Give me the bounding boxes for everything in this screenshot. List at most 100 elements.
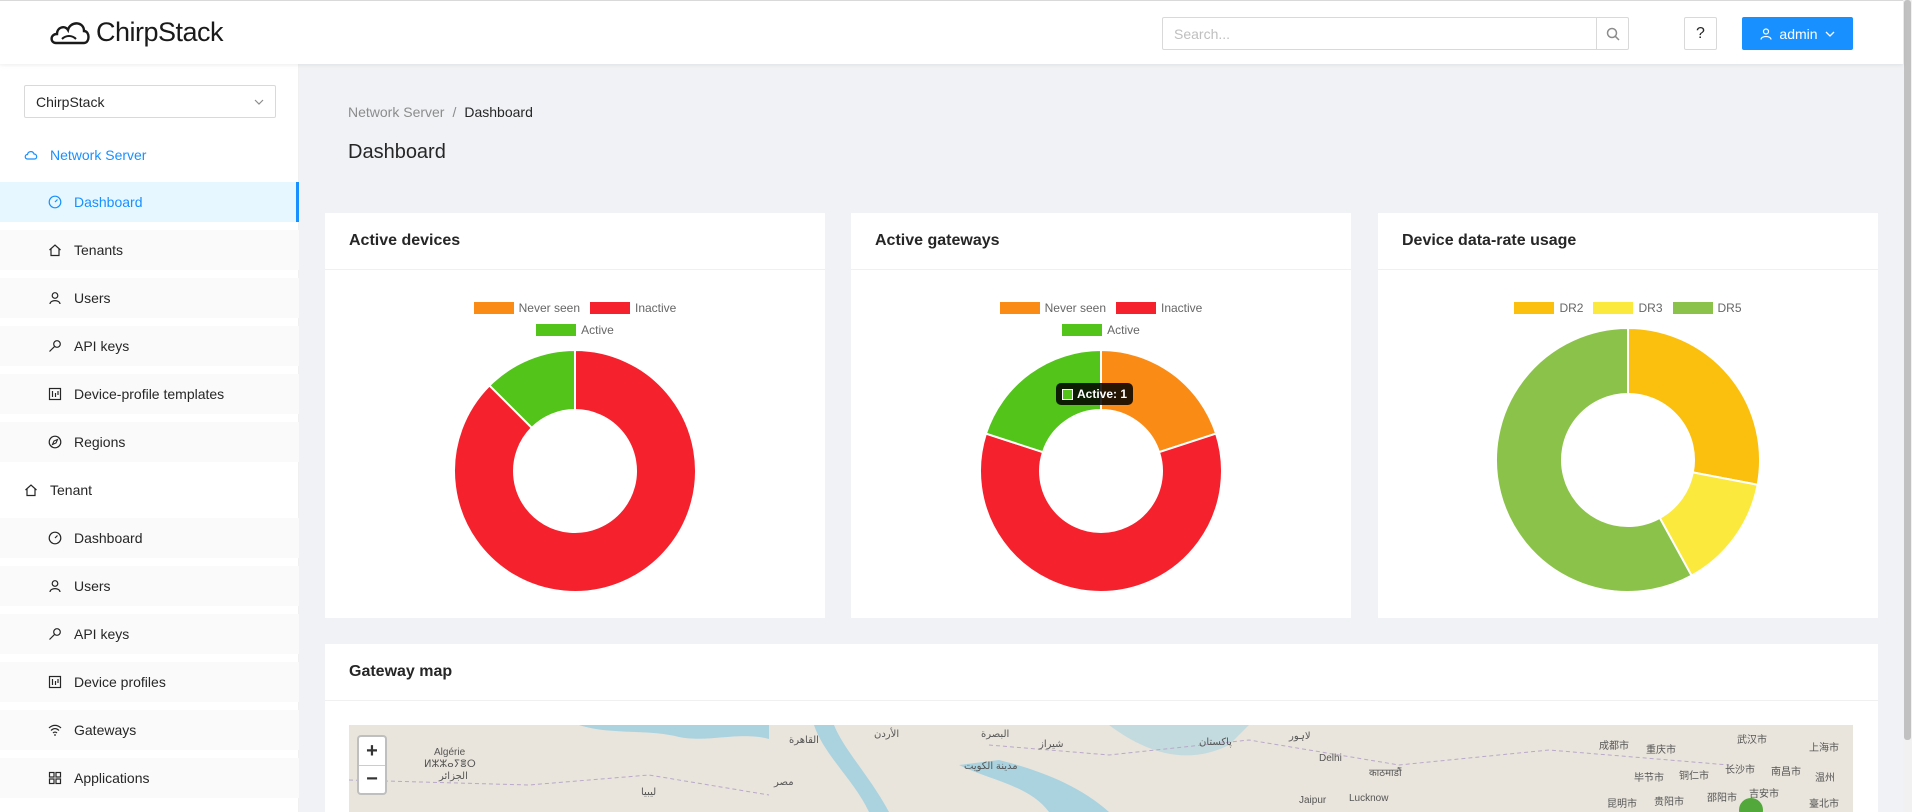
map-label: 武汉市 (1737, 735, 1767, 746)
sidebar-item-users[interactable]: Users (0, 278, 299, 318)
legend-item-active[interactable]: Active (1062, 323, 1140, 337)
home-icon (49, 244, 61, 257)
map-label: Delhi (1319, 753, 1342, 764)
legend-swatch (999, 302, 1040, 314)
map-label: 臺北市 (1809, 799, 1839, 810)
legend-swatch (1116, 302, 1156, 314)
menu-group-tenant[interactable]: Tenant (0, 466, 299, 514)
page-scrollbar[interactable] (1903, 0, 1912, 812)
wifi-icon (48, 724, 62, 736)
sidebar-item-label: Users (74, 290, 111, 306)
map-tiles (349, 725, 1763, 812)
chart-legend: Never seen Inactive (325, 301, 825, 315)
sidebar-item-tenant-dashboard[interactable]: Dashboard (0, 518, 299, 558)
chart-tooltip: Active: 1 (1056, 383, 1134, 405)
user-name: admin (1779, 25, 1818, 42)
legend-swatch (1514, 302, 1555, 314)
legend-swatch (1593, 302, 1634, 314)
sidebar-item-label: API keys (74, 338, 130, 354)
map-label: ⵍⵣⵣⴰⵢⴻⵔ (424, 759, 476, 770)
map-label: 铜仁市 (1679, 771, 1709, 782)
sidebar-item-api-keys[interactable]: API keys (0, 326, 299, 366)
legend-label: Never seen (518, 301, 580, 315)
legend-label: Inactive (635, 301, 677, 315)
key-icon (49, 628, 61, 640)
sidebar-item-tenant-users[interactable]: Users (0, 566, 299, 606)
map-label: 昆明市 (1607, 799, 1637, 810)
legend-label: DR2 (1559, 301, 1584, 315)
legend-item-never-seen[interactable]: Never seen (999, 301, 1106, 315)
donut-slice-active[interactable] (488, 348, 576, 430)
map-label: البصرة (981, 729, 1010, 740)
sidebar-item-tenants[interactable]: Tenants (0, 230, 299, 270)
user-menu-button[interactable]: admin (1742, 17, 1853, 50)
legend-label: DR3 (1638, 301, 1663, 315)
sidebar-item-regions[interactable]: Regions (0, 422, 299, 462)
chevron-down-icon (254, 99, 264, 105)
help-button[interactable]: ? (1684, 17, 1717, 50)
tenant-select[interactable]: ChirpStack (24, 85, 276, 118)
donut-slice-inactive[interactable] (453, 348, 697, 593)
sidebar-item-label: Gateways (74, 722, 137, 738)
sidebar-item-tenant-api-keys[interactable]: API keys (0, 614, 299, 654)
home-icon (25, 484, 37, 497)
donut-slice-dr5[interactable] (1494, 326, 1693, 593)
breadcrumb-parent[interactable]: Network Server (348, 104, 445, 120)
map-label: مصر (774, 777, 794, 788)
sidebar-item-ns-dashboard[interactable]: Dashboard (0, 182, 299, 222)
card-title: Device data-rate usage (1378, 213, 1878, 270)
logo[interactable]: ChirpStack (48, 15, 224, 49)
legend-item-dr3[interactable]: DR3 (1593, 301, 1663, 315)
grid-icon (48, 771, 62, 785)
map-label: 吉安市 (1749, 789, 1779, 800)
legend-item-inactive[interactable]: Inactive (1116, 301, 1202, 315)
card-title: Active devices (325, 213, 825, 270)
sidebar-item-applications[interactable]: Applications (0, 758, 299, 798)
sidebar-item-device-profiles[interactable]: Device profiles (0, 662, 299, 702)
search-input[interactable] (1163, 18, 1596, 49)
sidebar-item-label: Tenants (74, 242, 124, 258)
legend-item-never-seen[interactable]: Never seen (473, 301, 580, 315)
search-button[interactable] (1596, 18, 1628, 49)
chart-legend-row-2: Active (325, 323, 825, 337)
map-label: لاہور (1289, 731, 1311, 742)
legend-label: Active (1107, 323, 1140, 337)
map-label: 重庆市 (1646, 745, 1676, 756)
chevron-down-icon (1825, 31, 1835, 37)
donut-slice-never-seen[interactable] (1100, 348, 1218, 454)
map-label: 南昌市 (1771, 767, 1801, 778)
legend-label: DR5 (1717, 301, 1742, 315)
menu-group-network-server[interactable]: Network Server (0, 131, 299, 179)
map-label: 贵阳市 (1654, 797, 1684, 808)
chart-legend: DR2 DR3 DR5 (1378, 301, 1878, 315)
card-title: Active gateways (851, 213, 1351, 270)
legend-item-dr2[interactable]: DR2 (1514, 301, 1583, 315)
sidebar-item-label: Device profiles (74, 674, 166, 690)
legend-swatch (1062, 324, 1103, 336)
gateway-map[interactable]: Algérie ⵍⵣⵣⴰⵢⴻⵔ الجزائر القاهرة مصر الأر… (349, 725, 1853, 812)
sidebar-item-label: Regions (74, 434, 126, 450)
help-label: ? (1696, 24, 1705, 42)
breadcrumb: Network Server / Dashboard (348, 104, 533, 120)
legend-label: Inactive (1161, 301, 1203, 315)
donut-slice-active[interactable] (984, 348, 1102, 454)
sidebar-item-device-profile-templates[interactable]: Device-profile templates (0, 374, 299, 414)
active-gateways-card: Active gateways Never seen Inactive Acti… (851, 213, 1351, 618)
legend-swatch (1672, 302, 1713, 314)
donut-slice-inactive[interactable] (979, 432, 1223, 593)
donut-slice-dr2[interactable] (1627, 326, 1761, 486)
sidebar: ChirpStack Network Server Dashboard Tena… (0, 64, 299, 812)
zoom-out-button[interactable]: − (359, 765, 385, 793)
breadcrumb-current: Dashboard (464, 104, 533, 120)
scrollbar-thumb[interactable] (1904, 0, 1911, 740)
map-label: الأردن (874, 729, 900, 740)
legend-item-active[interactable]: Active (536, 323, 614, 337)
map-label: Jaipur (1299, 795, 1327, 806)
sidebar-item-label: Device-profile templates (74, 386, 225, 402)
map-label: Algérie (434, 747, 466, 758)
legend-item-dr5[interactable]: DR5 (1672, 301, 1742, 315)
legend-item-inactive[interactable]: Inactive (590, 301, 676, 315)
search-box (1162, 17, 1629, 50)
sidebar-item-gateways[interactable]: Gateways (0, 710, 299, 750)
zoom-in-button[interactable]: + (366, 739, 378, 762)
